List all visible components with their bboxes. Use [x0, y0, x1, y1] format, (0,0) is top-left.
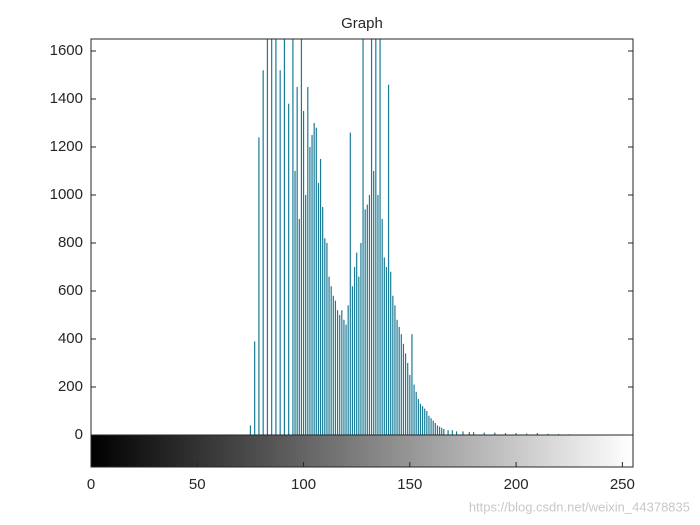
y-tick-label: 400	[58, 330, 83, 347]
y-tick-label: 600	[58, 282, 83, 299]
plot-area	[91, 39, 633, 435]
watermark: https://blog.csdn.net/weixin_44378835	[469, 499, 690, 514]
y-tick-label: 1000	[50, 186, 83, 203]
y-tick-label: 1400	[50, 90, 83, 107]
colorbar	[90, 434, 634, 468]
y-tick-label: 1200	[50, 138, 83, 155]
y-tick-label: 0	[75, 426, 83, 443]
y-tick-label: 1600	[50, 42, 83, 59]
x-tick-label: 150	[397, 476, 422, 493]
y-tick-label: 200	[58, 378, 83, 395]
stems	[249, 39, 570, 435]
chart-title: Graph	[341, 15, 383, 32]
x-tick-label: 100	[291, 476, 316, 493]
x-tick-label: 250	[610, 476, 635, 493]
x-tick-label: 0	[87, 476, 95, 493]
x-tick-label: 200	[504, 476, 529, 493]
x-tick-label: 50	[189, 476, 206, 493]
y-tick-label: 800	[58, 234, 83, 251]
